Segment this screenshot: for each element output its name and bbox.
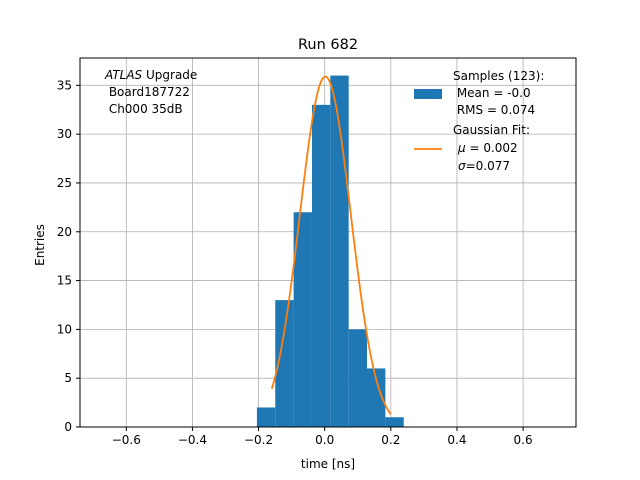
y-tick-label: 25 bbox=[57, 176, 72, 190]
svg-text:ATLAS Upgrade: ATLAS Upgrade bbox=[104, 68, 197, 82]
channel-label: Ch000 35dB bbox=[105, 102, 183, 116]
y-axis-label: Entries bbox=[33, 224, 47, 266]
legend: Samples (123): Mean = -0.0 RMS = 0.074 G… bbox=[414, 69, 544, 173]
legend-fit-title: Gaussian Fit: bbox=[453, 123, 530, 137]
y-tick-label: 0 bbox=[64, 420, 72, 434]
x-axis-ticks: −0.6 −0.4 −0.2 0.0 0.2 0.4 0.6 bbox=[112, 427, 533, 447]
y-tick-label: 35 bbox=[57, 78, 72, 92]
histogram-bar bbox=[293, 212, 312, 427]
y-tick-label: 10 bbox=[57, 322, 72, 336]
x-tick-label: −0.6 bbox=[112, 433, 141, 447]
histogram-bar bbox=[367, 368, 386, 427]
board-label: Board187722 bbox=[105, 85, 190, 99]
x-tick-label: 0.2 bbox=[381, 433, 400, 447]
y-tick-label: 5 bbox=[64, 371, 72, 385]
y-axis-ticks: 0 5 10 15 20 25 30 35 bbox=[57, 78, 80, 434]
y-tick-label: 30 bbox=[57, 127, 72, 141]
histogram-bar bbox=[348, 329, 368, 427]
legend-samples-mean: Mean = -0.0 bbox=[453, 86, 531, 100]
legend-samples-title: Samples (123): bbox=[453, 69, 544, 83]
svg-text:μ = 0.002: μ = 0.002 bbox=[457, 141, 518, 155]
atlas-upgrade-label: Upgrade bbox=[142, 68, 197, 82]
legend-samples-rms: RMS = 0.074 bbox=[453, 103, 535, 117]
legend-fit-mu: = 0.002 bbox=[466, 141, 518, 155]
histogram-bars bbox=[256, 75, 404, 428]
x-tick-label: 0.4 bbox=[447, 433, 466, 447]
legend-mu-symbol: μ bbox=[457, 141, 466, 155]
x-tick-label: 0.0 bbox=[315, 433, 334, 447]
y-tick-label: 15 bbox=[57, 274, 72, 288]
histogram-bar bbox=[275, 300, 294, 427]
svg-text:σ=0.077: σ=0.077 bbox=[458, 159, 510, 173]
x-axis-label: time [ns] bbox=[301, 457, 355, 471]
gaussian-fit-curve bbox=[270, 75, 392, 415]
y-tick-label: 20 bbox=[57, 225, 72, 239]
legend-sigma-symbol: σ bbox=[458, 159, 466, 173]
x-tick-label: 0.6 bbox=[514, 433, 533, 447]
atlas-experiment-label: ATLAS bbox=[104, 68, 143, 82]
legend-fit-sigma: =0.077 bbox=[466, 159, 510, 173]
chart-title: Run 682 bbox=[298, 37, 358, 53]
histogram-bar bbox=[256, 407, 276, 427]
atlas-annotation: ATLAS Upgrade Board187722 Ch000 35dB bbox=[104, 68, 197, 116]
histogram-bar bbox=[385, 417, 404, 427]
x-tick-label: −0.4 bbox=[178, 433, 207, 447]
histogram-bar bbox=[311, 104, 331, 427]
x-tick-label: −0.2 bbox=[244, 433, 273, 447]
plot-frame bbox=[79, 57, 577, 428]
legend-samples-patch bbox=[414, 89, 442, 99]
